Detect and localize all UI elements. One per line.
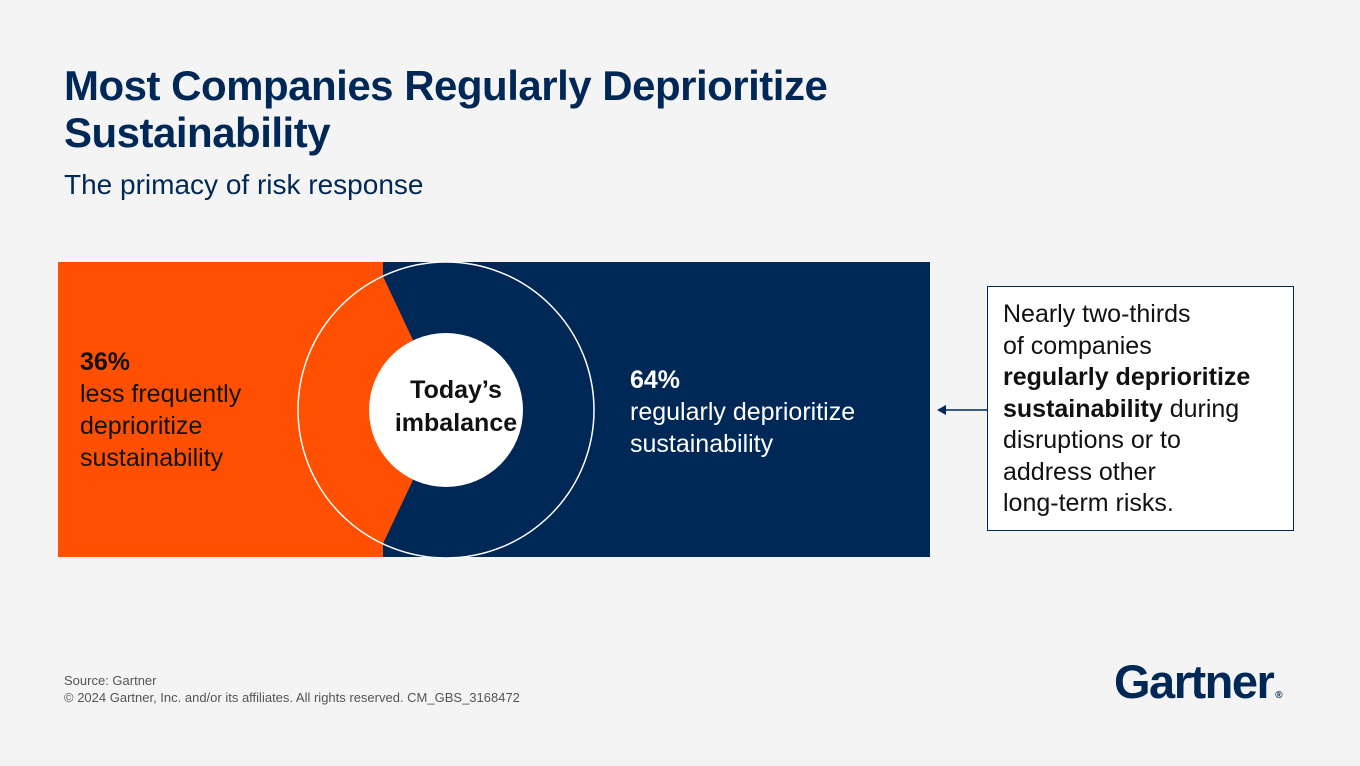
slice-label-64-line1: regularly deprioritize xyxy=(630,398,856,426)
callout-line2: of companies xyxy=(1003,331,1152,360)
callout-after-bold: during xyxy=(1162,394,1240,423)
slice-label-36-line3: sustainability xyxy=(80,444,224,472)
title-line-1: Most Companies Regularly Deprioritize xyxy=(64,62,828,109)
center-label-line2: imbalance xyxy=(394,409,518,437)
subtitle: The primacy of risk response xyxy=(64,169,424,200)
logo-text: Gartner xyxy=(1114,655,1275,708)
slice-label-36-line1: less frequently xyxy=(80,380,242,408)
callout-bold2: sustainability xyxy=(1003,394,1163,423)
callout-line7: long-term risks. xyxy=(1003,489,1174,517)
title-line-2: Sustainability xyxy=(64,109,331,156)
callout-line1: Nearly two-thirds xyxy=(1003,300,1191,328)
callout-line5: disruptions or to xyxy=(1003,426,1181,454)
callout-line6: address other xyxy=(1003,457,1156,486)
copyright-text: © 2024 Gartner, Inc. and/or its affiliat… xyxy=(64,690,520,705)
center-circle xyxy=(369,333,523,487)
page-title: Most Companies Regularly Deprioritize Su… xyxy=(64,62,828,156)
gartner-logo: Gartner ® xyxy=(1114,654,1283,709)
ring-outline xyxy=(297,261,595,559)
source-note: Source: Gartner © 2024 Gartner, Inc. and… xyxy=(64,672,520,706)
slice-label-36-line2: deprioritize xyxy=(80,412,203,440)
slice-pct-36: 36% xyxy=(80,348,131,376)
slice-label-64-line2: sustainability xyxy=(630,430,774,458)
registered-mark: ® xyxy=(1275,690,1283,701)
center-label: Today’s imbalance xyxy=(376,374,536,440)
arrow-left-icon xyxy=(937,405,987,415)
slice-label-64: 64% regularly deprioritize sustainabilit… xyxy=(630,364,855,460)
source-text: Source: Gartner xyxy=(64,673,157,688)
callout-bold1: regularly deprioritize xyxy=(1003,363,1251,391)
center-label-line1: Today’s xyxy=(410,376,502,404)
slice-pct-64: 64% xyxy=(630,366,681,394)
callout-box: Nearly two-thirds of companies regularly… xyxy=(987,286,1294,531)
slice-label-36: 36% less frequently deprioritize sustain… xyxy=(80,346,241,474)
